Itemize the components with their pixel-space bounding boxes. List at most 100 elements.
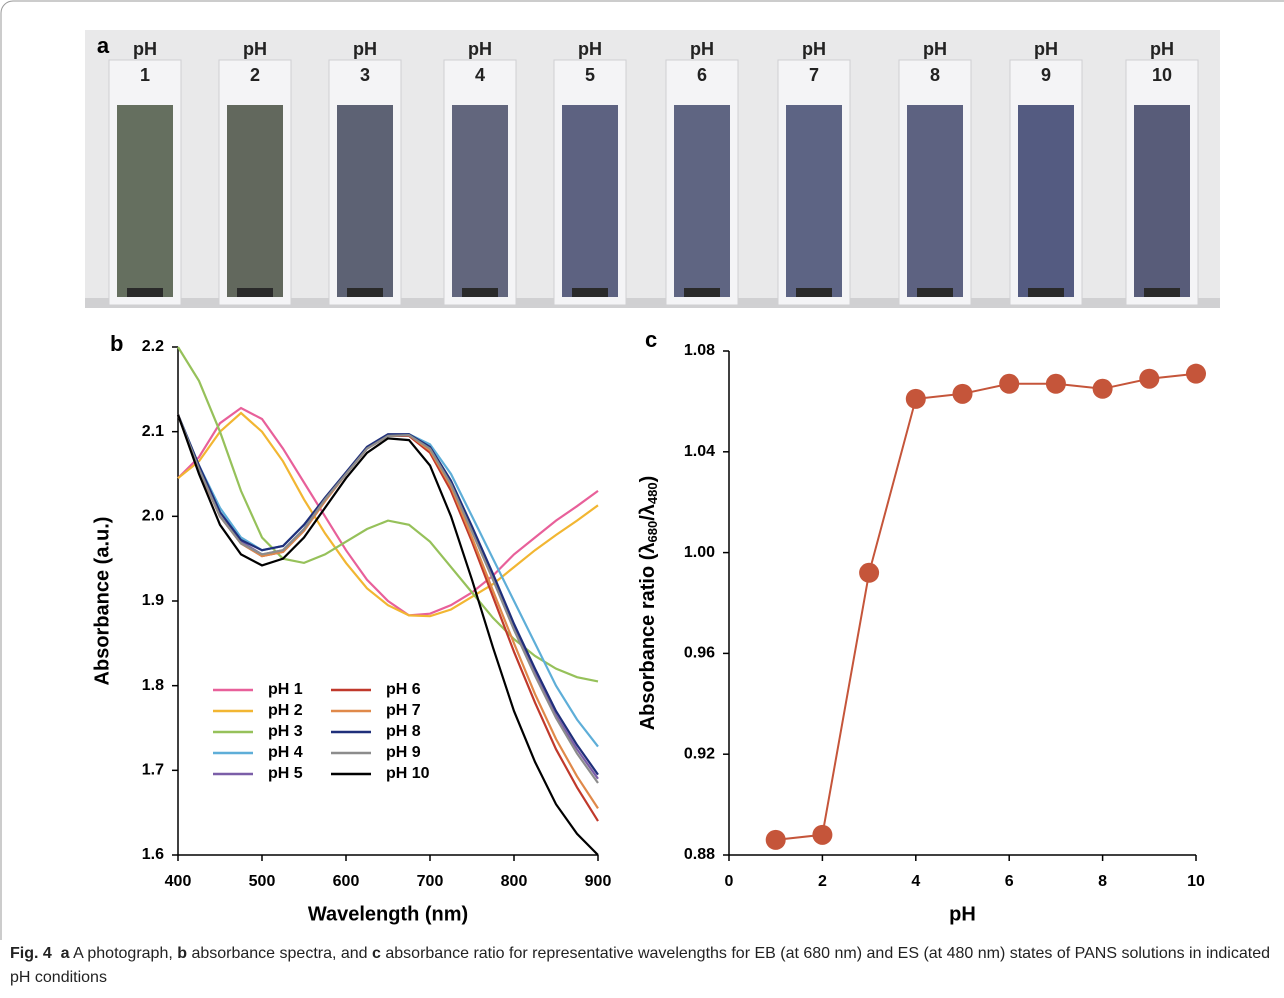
point <box>1045 373 1066 394</box>
vial-label: 10 <box>1152 65 1172 85</box>
y-tick-label: 0.96 <box>684 645 715 662</box>
point <box>812 824 833 845</box>
point <box>999 373 1020 394</box>
caption-text: absorbance ratio for representative wave… <box>10 945 1270 986</box>
vial-label: 1 <box>140 65 150 85</box>
vial-bottom <box>684 288 720 297</box>
y-tick-label: 1.00 <box>684 544 715 561</box>
x-tick-label: 0 <box>725 873 734 890</box>
caption: Fig. 4 a A photograph, b absorbance spec… <box>10 942 1278 990</box>
y-axis-label: Absorbance (a.u.) <box>91 517 113 686</box>
point <box>765 829 786 850</box>
legend-label: pH 8 <box>386 723 421 740</box>
x-tick-label: 600 <box>333 873 360 890</box>
vial-label: pH <box>1034 39 1058 59</box>
vial-label: 6 <box>697 65 707 85</box>
y-tick-label: 1.9 <box>142 592 164 609</box>
legend-label: pH 7 <box>386 702 421 719</box>
legend-label: pH 1 <box>268 681 303 698</box>
vial-label: 2 <box>250 65 260 85</box>
x-axis-label: Wavelength (nm) <box>308 903 468 925</box>
y-axis-subscript: 680 <box>645 521 660 543</box>
panel-label: b <box>110 331 123 356</box>
vial-liquid <box>227 105 283 297</box>
caption-panel: b <box>177 945 188 962</box>
vial-bottom <box>1028 288 1064 297</box>
vial-label: pH <box>1150 39 1174 59</box>
vial-label: pH <box>802 39 826 59</box>
vial-label: 4 <box>475 65 485 85</box>
vial-bottom <box>347 288 383 297</box>
y-axis-subscript: 480 <box>645 482 660 504</box>
caption-panel: a <box>60 945 70 962</box>
vial-bottom <box>572 288 608 297</box>
y-tick-label: 0.88 <box>684 846 715 863</box>
series-line <box>176 414 599 776</box>
y-tick-label: 1.08 <box>684 342 715 359</box>
legend-label: pH 5 <box>268 765 303 782</box>
legend-label: pH 6 <box>386 681 421 698</box>
vial-bottom <box>796 288 832 297</box>
vial-label: 5 <box>585 65 595 85</box>
y-tick-label: 1.04 <box>684 443 715 460</box>
vial-bottom <box>237 288 273 297</box>
point <box>952 383 973 404</box>
vial-bottom <box>462 288 498 297</box>
series-line <box>775 372 1197 841</box>
y-tick-label: 2.1 <box>142 423 164 440</box>
caption-text: A photograph, <box>69 945 178 962</box>
vial-bottom <box>917 288 953 297</box>
y-tick-label: 2.0 <box>142 508 164 525</box>
vial-liquid <box>1134 105 1190 297</box>
point <box>1139 368 1160 389</box>
x-tick-label: 700 <box>417 873 444 890</box>
point <box>859 562 880 583</box>
panel-label: a <box>97 33 110 58</box>
y-axis-label-part: /λ <box>637 504 659 521</box>
fig-label: Fig. 4 <box>10 945 52 962</box>
vial-label: 7 <box>809 65 819 85</box>
x-tick-label: 8 <box>1098 873 1107 890</box>
series-line <box>177 411 599 618</box>
legend-label: pH 9 <box>386 744 421 761</box>
caption-panel: c <box>372 945 381 962</box>
photo-base <box>85 298 1220 308</box>
legend-label: pH 3 <box>268 723 303 740</box>
vial-bottom <box>1144 288 1180 297</box>
x-tick-label: 4 <box>911 873 920 890</box>
y-tick-label: 0.92 <box>684 745 715 762</box>
x-tick-label: 10 <box>1187 873 1205 890</box>
y-tick-label: 1.7 <box>142 762 164 779</box>
y-tick-label: 2.2 <box>142 338 164 355</box>
vial-label: 8 <box>930 65 940 85</box>
vial-liquid <box>452 105 508 297</box>
vial-liquid <box>786 105 842 297</box>
vial-liquid <box>674 105 730 297</box>
y-axis-label-part: ) <box>637 476 659 483</box>
vial-liquid <box>337 105 393 297</box>
vial-label: pH <box>578 39 602 59</box>
legend-label: pH 10 <box>386 765 430 782</box>
x-tick-label: 500 <box>249 873 276 890</box>
x-tick-label: 6 <box>1005 873 1014 890</box>
vial-liquid <box>562 105 618 297</box>
x-tick-label: 800 <box>501 873 528 890</box>
point <box>1092 378 1113 399</box>
x-tick-label: 400 <box>165 873 192 890</box>
series-line <box>177 406 599 617</box>
y-tick-label: 1.6 <box>142 846 164 863</box>
vial-label: pH <box>923 39 947 59</box>
y-axis-label-part: Absorbance ratio (λ <box>637 542 659 730</box>
vial-label: pH <box>690 39 714 59</box>
vial-label: pH <box>133 39 157 59</box>
y-tick-label: 1.8 <box>142 677 164 694</box>
caption-text: absorbance spectra, and <box>187 945 373 962</box>
series-line <box>176 414 599 784</box>
legend-label: pH 4 <box>268 744 303 761</box>
point <box>1186 363 1206 384</box>
vial-liquid <box>907 105 963 297</box>
vial-label: pH <box>353 39 377 59</box>
